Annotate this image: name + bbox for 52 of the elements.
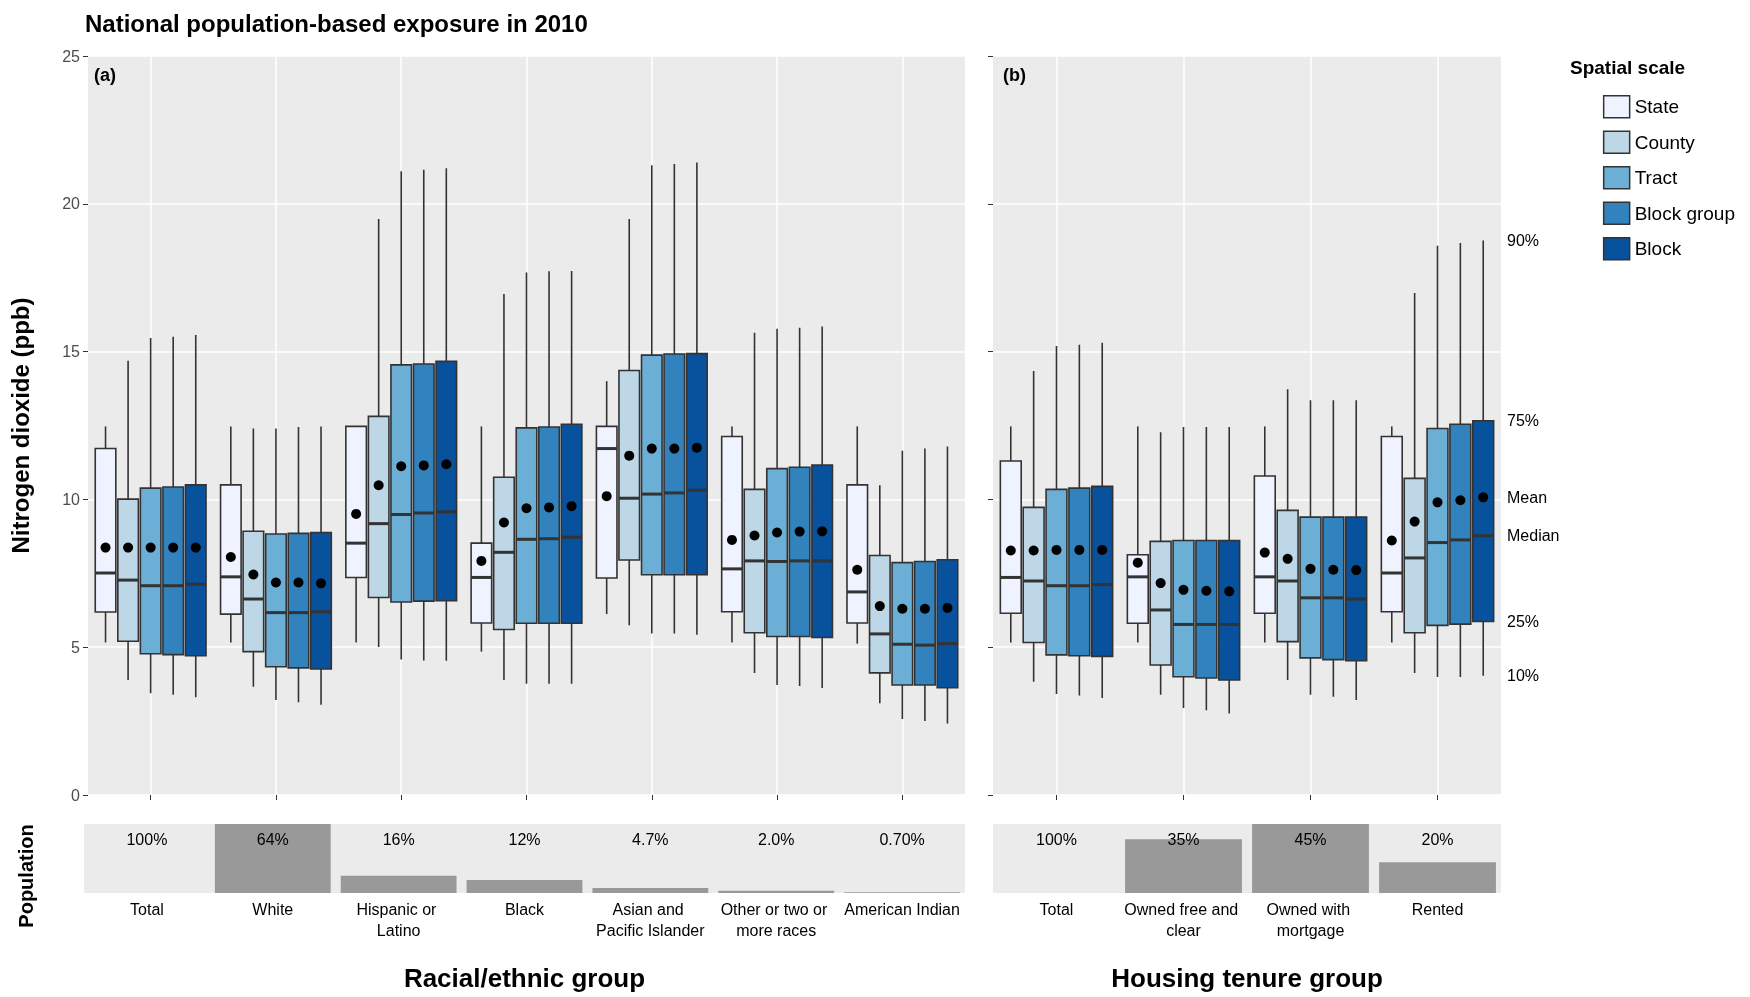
text: 100%	[1036, 830, 1077, 848]
x-tick-label: Black	[504, 901, 546, 918]
x-tick-label: Total	[1039, 901, 1074, 918]
bar	[718, 890, 835, 893]
bar	[592, 887, 709, 893]
text: Median	[1507, 527, 1560, 545]
y-tick-label: 20	[62, 195, 81, 213]
x-tick-label: White	[252, 901, 294, 918]
y-tick-label: 25	[62, 47, 81, 65]
x-tick-label: Owned free and clear	[1124, 901, 1243, 939]
bar	[340, 875, 457, 893]
x-tick-label: Asian and Pacific Islander	[596, 901, 706, 939]
y-tick-label: 10	[62, 490, 81, 508]
data-label: 4.7%	[632, 830, 669, 848]
y-tick-label: 15	[62, 343, 81, 361]
text: 75%	[1507, 412, 1540, 430]
y-tick-label: 0	[71, 786, 81, 804]
annotation: (b)	[1003, 65, 1026, 85]
chart-title: National population-based exposure in 2010	[85, 9, 588, 37]
annotation: (a)	[94, 65, 116, 85]
legend-label: Tract	[1634, 167, 1678, 189]
y-tick-label: 5	[71, 638, 81, 656]
x-tick-label: Hispanic or Latino	[356, 901, 441, 939]
legend-label: County	[1634, 131, 1696, 153]
x-tick-label: Other or two or more races	[720, 901, 832, 939]
legend-label: State	[1634, 96, 1680, 118]
x-axis-title: Housing tenure group	[1111, 963, 1383, 993]
data-label: 16%	[382, 830, 415, 848]
bar	[466, 880, 583, 893]
x-tick-label: Rented	[1411, 901, 1464, 918]
data-label: 20%	[1421, 830, 1454, 848]
text: 100%	[126, 830, 168, 848]
x-tick-label: American Indian	[844, 901, 960, 918]
y-axis-title: Population	[15, 824, 37, 928]
text: 25%	[1507, 612, 1540, 630]
data-label: 12%	[508, 830, 541, 848]
legend-label: Block	[1634, 238, 1682, 260]
data-label: 2.0%	[757, 830, 795, 848]
text: 90%	[1507, 231, 1540, 249]
bar	[214, 824, 331, 893]
data-label: 45%	[1294, 830, 1327, 848]
data-label: 0.70%	[879, 830, 925, 848]
y-axis-title: Nitrogen dioxide (ppb)	[6, 297, 34, 554]
legend-label: Block group	[1634, 202, 1736, 224]
text: 10%	[1507, 667, 1540, 685]
text: Mean	[1507, 488, 1548, 506]
x-tick-label: Owned with mortgage	[1266, 901, 1355, 939]
data-label: 35%	[1167, 830, 1200, 848]
data-label: 64%	[256, 830, 289, 848]
x-tick-label: Total	[130, 901, 164, 918]
x-axis-title: Racial/ethnic group	[403, 963, 646, 993]
legend-title: Spatial scale	[1570, 57, 1686, 78]
